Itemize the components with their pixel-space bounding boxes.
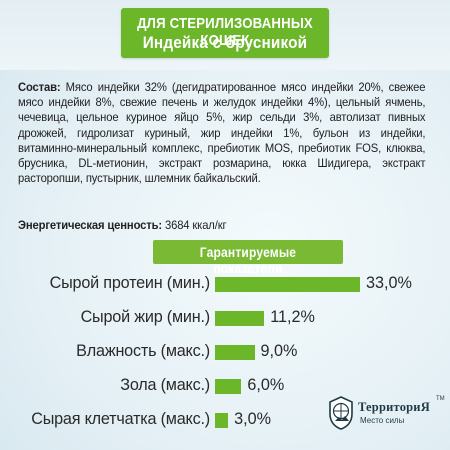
brand-name: ТерриториЯ [358, 400, 430, 414]
bar-value-label: 9,0% [260, 342, 298, 360]
brand-subtitle: Место силы [360, 416, 405, 425]
bar-label: Зола (макс.) [120, 376, 210, 394]
composition-label: Состав: [18, 81, 61, 94]
bar-value-label: 33,0% [366, 274, 412, 292]
composition-body: Мясо индейки 32% (дегидратированное мясо… [18, 81, 426, 186]
bar-value-label: 3,0% [234, 410, 272, 428]
energy-value-line: Энергетическая ценность: 3684 ккал/кг [18, 219, 425, 232]
guaranteed-section-plate: Гарантируемые показатели [153, 240, 343, 276]
energy-label: Энергетическая ценность: [18, 219, 162, 232]
bar-value-label: 6,0% [247, 376, 285, 394]
product-title-plate: ДЛЯ СТЕРИЛИЗОВАННЫХ КОШЕК Индейка с брус… [121, 8, 329, 58]
chart-title: Гарантируемые показатели [199, 244, 297, 276]
composition-text: Состав: Мясо индейки 32% (дегидратирован… [18, 80, 426, 186]
brand-emblem-icon [329, 396, 353, 430]
product-title-line2: Индейка с брусникой [142, 33, 308, 52]
energy-value: 3684 ккал/кг [161, 219, 227, 232]
bar [215, 277, 360, 292]
brand-logo: ТерриториЯ TM Место силы [326, 393, 445, 437]
bar [215, 413, 229, 428]
brand-tm: TM [436, 396, 445, 402]
bar [215, 379, 242, 394]
product-title-line1: ДЛЯ СТЕРИЛИЗОВАННЫХ КОШЕК [137, 15, 313, 49]
header-banner: ДЛЯ СТЕРИЛИЗОВАННЫХ КОШЕК Индейка с брус… [0, 0, 450, 70]
bar [215, 345, 255, 360]
bar-label: Сырая клетчатка (макс.) [31, 410, 210, 428]
bar-value-label: 11,2% [270, 308, 315, 326]
bar-label: Сырой жир (мин.) [80, 308, 211, 326]
bar [215, 311, 265, 326]
bar-label: Сырой протеин (мин.) [49, 274, 211, 292]
bar-label: Влажность (макс.) [76, 342, 210, 360]
